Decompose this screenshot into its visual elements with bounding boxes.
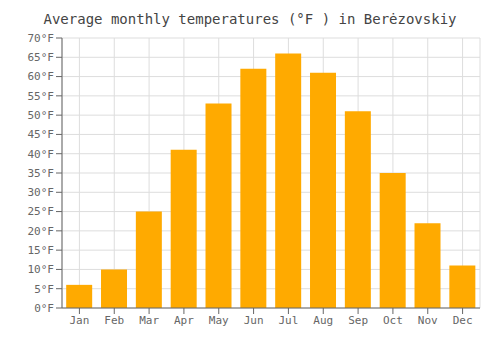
- svg-text:50°F: 50°F: [28, 109, 55, 122]
- svg-text:Dec: Dec: [453, 314, 473, 327]
- svg-text:Jul: Jul: [278, 314, 298, 327]
- svg-text:Jun: Jun: [244, 314, 264, 327]
- svg-text:60°F: 60°F: [28, 70, 55, 83]
- svg-text:45°F: 45°F: [28, 128, 55, 141]
- svg-text:Feb: Feb: [104, 314, 124, 327]
- svg-text:Aug: Aug: [313, 314, 333, 327]
- svg-text:0°F: 0°F: [34, 302, 54, 315]
- svg-text:25°F: 25°F: [28, 205, 55, 218]
- svg-text:Nov: Nov: [418, 314, 438, 327]
- svg-text:Sep: Sep: [348, 314, 368, 327]
- svg-text:Apr: Apr: [174, 314, 194, 327]
- svg-text:40°F: 40°F: [28, 148, 55, 161]
- svg-text:15°F: 15°F: [28, 244, 55, 257]
- svg-text:Mar: Mar: [139, 314, 159, 327]
- svg-text:30°F: 30°F: [28, 186, 55, 199]
- svg-text:May: May: [209, 314, 229, 327]
- svg-text:10°F: 10°F: [28, 263, 55, 276]
- svg-text:70°F: 70°F: [28, 32, 55, 45]
- svg-text:Jan: Jan: [69, 314, 89, 327]
- svg-text:65°F: 65°F: [28, 51, 55, 64]
- svg-text:55°F: 55°F: [28, 90, 55, 103]
- svg-text:Oct: Oct: [383, 314, 403, 327]
- svg-text:20°F: 20°F: [28, 225, 55, 238]
- svg-text:35°F: 35°F: [28, 167, 55, 180]
- svg-text:5°F: 5°F: [34, 283, 54, 296]
- html-text:Average monthly temperatures (: Average monthly temperatures (°F ) in Be…: [43, 11, 457, 27]
